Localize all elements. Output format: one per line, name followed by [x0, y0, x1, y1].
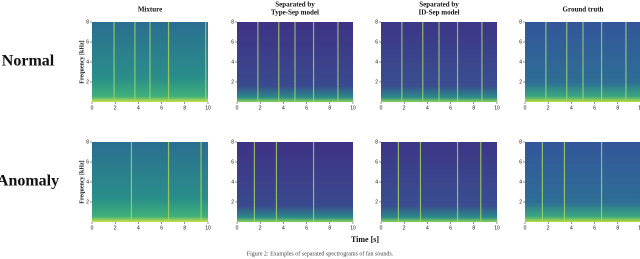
spectrogram: [381, 142, 497, 222]
x-tick-label: 8: [472, 105, 475, 111]
x-tick-label: 10: [494, 105, 500, 111]
x-tick-label: 4: [426, 225, 429, 231]
y-tick-label: 2: [231, 79, 234, 85]
x-tick-label: 6: [449, 105, 452, 111]
row-label: Anomaly: [0, 173, 59, 190]
x-tick-label: 4: [137, 105, 140, 111]
y-tick-label: 2: [86, 79, 89, 85]
y-tick-label: 4: [86, 179, 89, 185]
y-tick-label: 2: [519, 79, 522, 85]
x-tick-label: 2: [403, 105, 406, 111]
x-tick-label: 6: [593, 105, 596, 111]
x-tick-label: 4: [282, 105, 285, 111]
x-tick-label: 4: [282, 225, 285, 231]
y-tick-label: 6: [519, 159, 522, 165]
column-title: Separated by: [275, 1, 315, 9]
x-tick-label: 2: [259, 225, 262, 231]
y-tick-label: 6: [375, 159, 378, 165]
spectrogram: [525, 142, 640, 222]
x-tick-label: 4: [570, 225, 573, 231]
x-tick-label: 0: [380, 225, 383, 231]
y-tick-label: 2: [519, 199, 522, 205]
x-tick-label: 8: [183, 225, 186, 231]
x-tick-label: 0: [524, 105, 527, 111]
row-label: Normal: [2, 53, 55, 70]
x-tick-label: 8: [183, 105, 186, 111]
x-tick-label: 6: [305, 225, 308, 231]
x-tick-label: 0: [91, 225, 94, 231]
x-tick-label: 10: [350, 225, 356, 231]
y-tick-label: 8: [375, 139, 378, 145]
y-tick-label: 2: [231, 199, 234, 205]
x-tick-label: 6: [160, 105, 163, 111]
y-tick-label: 8: [519, 19, 522, 25]
y-tick-label: 6: [519, 39, 522, 45]
y-tick-label: 8: [86, 19, 89, 25]
x-tick-label: 2: [114, 225, 117, 231]
x-tick-label: 0: [236, 105, 239, 111]
y-tick-label: 8: [375, 19, 378, 25]
x-tick-label: 10: [205, 105, 211, 111]
x-tick-label: 10: [638, 225, 640, 231]
x-tick-label: 4: [137, 225, 140, 231]
y-tick-label: 4: [519, 179, 522, 185]
y-tick-label: 8: [86, 139, 89, 145]
column-title: Ground truth: [563, 6, 604, 14]
caption: Figure 2: Examples of separated spectrog…: [247, 250, 394, 257]
y-tick-label: 4: [375, 179, 378, 185]
x-tick-label: 0: [236, 225, 239, 231]
y-tick-label: 6: [86, 39, 89, 45]
spectrogram: [237, 142, 353, 222]
spectrogram: [92, 142, 208, 222]
y-tick-label: 8: [231, 19, 234, 25]
y-tick-label: 6: [231, 39, 234, 45]
y-tick-label: 6: [231, 159, 234, 165]
x-axis-label: Time [s]: [351, 235, 379, 244]
y-tick-label: 8: [231, 139, 234, 145]
y-axis-label: Frequency [kHz]: [79, 160, 85, 203]
x-tick-label: 2: [547, 225, 550, 231]
y-tick-label: 2: [375, 79, 378, 85]
x-tick-label: 10: [638, 105, 640, 111]
x-tick-label: 8: [328, 225, 331, 231]
x-tick-label: 8: [616, 225, 619, 231]
y-tick-label: 4: [86, 59, 89, 65]
x-tick-label: 4: [426, 105, 429, 111]
x-tick-label: 10: [494, 225, 500, 231]
y-tick-label: 8: [519, 139, 522, 145]
column-title: ID-Sep model: [418, 9, 459, 17]
column-title: Type-Sep model: [271, 9, 319, 17]
y-tick-label: 6: [375, 39, 378, 45]
x-tick-label: 8: [328, 105, 331, 111]
x-tick-label: 8: [616, 105, 619, 111]
x-tick-label: 0: [91, 105, 94, 111]
y-tick-label: 2: [375, 199, 378, 205]
x-tick-label: 2: [547, 105, 550, 111]
y-tick-label: 4: [231, 59, 234, 65]
x-tick-label: 2: [259, 105, 262, 111]
y-tick-label: 4: [519, 59, 522, 65]
y-tick-label: 2: [86, 199, 89, 205]
x-tick-label: 6: [305, 105, 308, 111]
x-tick-label: 8: [472, 225, 475, 231]
x-tick-label: 0: [524, 225, 527, 231]
x-tick-label: 6: [449, 225, 452, 231]
x-tick-label: 6: [593, 225, 596, 231]
y-axis-label: Frequency [kHz]: [79, 40, 85, 83]
y-tick-label: 4: [375, 59, 378, 65]
y-tick-label: 6: [86, 159, 89, 165]
x-tick-label: 10: [350, 105, 356, 111]
x-tick-label: 2: [114, 105, 117, 111]
column-title: Separated by: [419, 1, 459, 9]
x-tick-label: 0: [380, 105, 383, 111]
x-tick-label: 6: [160, 225, 163, 231]
x-tick-label: 10: [205, 225, 211, 231]
x-tick-label: 4: [570, 105, 573, 111]
x-tick-label: 2: [403, 225, 406, 231]
y-tick-label: 4: [231, 179, 234, 185]
column-title: Mixture: [138, 6, 162, 14]
